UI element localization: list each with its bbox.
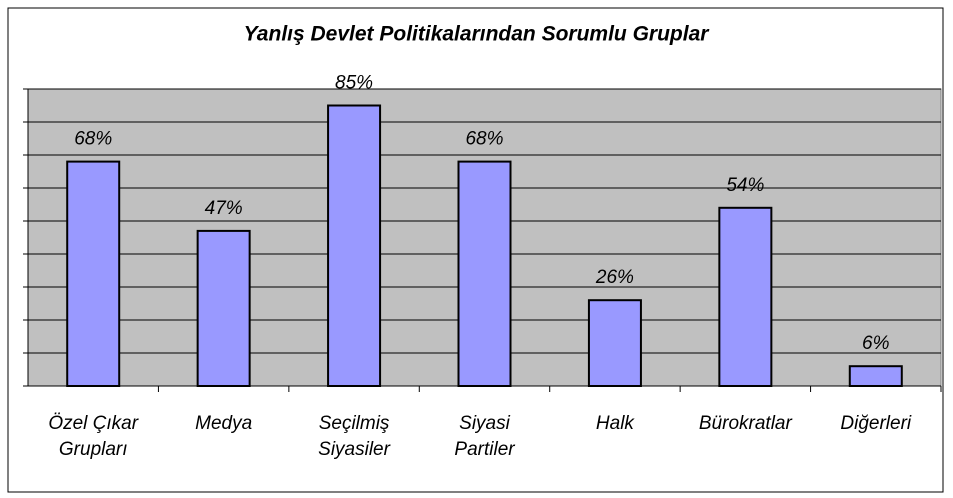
x-tick-label: Halk bbox=[596, 413, 636, 434]
x-tick-label: Bürokratlar bbox=[699, 413, 793, 434]
value-label: 26% bbox=[595, 267, 634, 288]
value-label: 68% bbox=[465, 129, 503, 150]
x-tick-label: Siyasi Partiler bbox=[454, 413, 515, 460]
bar bbox=[587, 299, 642, 388]
bar bbox=[718, 206, 773, 387]
value-label: 85% bbox=[335, 73, 373, 94]
x-tick-label: Seçilmiş Siyasiler bbox=[318, 413, 390, 460]
bar bbox=[196, 229, 251, 387]
x-tick-label: Diğerleri bbox=[840, 413, 912, 434]
x-tick-label: Özel Çıkar Grupları bbox=[48, 413, 138, 460]
value-label: 68% bbox=[74, 129, 112, 150]
chart-title: Yanlış Devlet Politikalarından Sorumlu G… bbox=[244, 23, 711, 46]
bar bbox=[66, 160, 121, 387]
bar bbox=[848, 365, 903, 388]
value-label: 54% bbox=[726, 175, 764, 196]
bar bbox=[457, 160, 512, 387]
x-tick-label: Medya bbox=[195, 413, 252, 434]
value-label: 6% bbox=[862, 333, 890, 354]
value-label: 47% bbox=[205, 198, 243, 219]
bar bbox=[327, 104, 382, 387]
